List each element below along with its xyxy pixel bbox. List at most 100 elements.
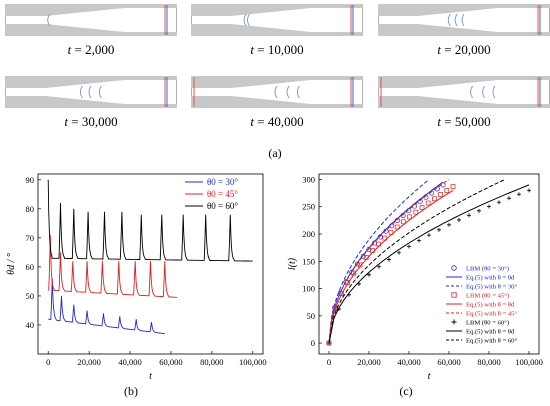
lbm-point <box>419 205 425 210</box>
series-line <box>48 234 178 298</box>
panel-a-label: (a) <box>268 146 282 160</box>
legend-swatch <box>451 319 457 325</box>
legend-swatch <box>451 292 457 298</box>
lbm-point <box>497 200 501 205</box>
legend-entry: LBM (θ0 = 60°) <box>466 320 509 327</box>
lbm-point <box>427 233 431 238</box>
channel-snapshot <box>378 4 550 36</box>
wall-bottom <box>191 96 363 108</box>
snapshot-caption: t = 20,000 <box>378 42 550 58</box>
x-tick-label: 20,000 <box>357 357 380 367</box>
time-value: = 50,000 <box>441 114 491 129</box>
y-tick-label: 50 <box>307 311 316 321</box>
y-tick-label: 90 <box>26 175 35 185</box>
lbm-point <box>467 213 471 218</box>
lbm-point <box>477 208 481 213</box>
lbm-point <box>377 264 381 269</box>
lbm-point <box>417 238 421 243</box>
time-symbol: t <box>67 42 72 57</box>
y-axis-label: l(t) <box>287 257 298 270</box>
wall-top <box>191 4 363 16</box>
x-tick-label: 80,000 <box>477 357 500 367</box>
wall-bottom <box>378 24 550 36</box>
time-value: = 2,000 <box>71 42 115 57</box>
lbm-point <box>437 227 441 232</box>
y-tick-label: 60 <box>26 262 35 272</box>
lbm-point <box>387 257 391 262</box>
lbm-point <box>438 192 443 197</box>
meniscus <box>80 85 83 99</box>
legend-entry: LBM (θ0 = 30°) <box>466 266 509 273</box>
wall-top <box>5 4 177 16</box>
meniscus <box>482 85 485 99</box>
lbm-point <box>401 219 406 225</box>
plot-frame <box>318 173 540 355</box>
wall-bottom <box>378 96 550 108</box>
meniscus <box>274 85 278 99</box>
legend-entry: Eq.(5) with θ = 60° <box>466 338 517 345</box>
channel-snapshot <box>191 4 363 36</box>
y-tick-label: 80 <box>26 204 35 214</box>
meniscus <box>447 13 451 27</box>
wall-top <box>378 76 550 88</box>
y-tick-label: 250 <box>302 202 315 212</box>
meniscus <box>454 13 458 27</box>
channel-snapshot <box>5 76 177 108</box>
model-curve <box>328 181 444 344</box>
x-tick-label: 60,000 <box>159 357 182 367</box>
model-curve <box>328 189 454 344</box>
x-tick-label: 80,000 <box>200 357 223 367</box>
y-tick-label: 0 <box>311 338 315 348</box>
lbm-point <box>444 188 450 193</box>
meniscus <box>461 13 465 27</box>
legend-entry: Eq.(5) with θ = 30° <box>466 284 517 291</box>
legend-entry: θ0 = 30° <box>207 177 238 187</box>
legend-entry: Eq.(5) with θ = θd <box>466 275 515 282</box>
lbm-point <box>343 279 349 285</box>
x-axis-label: t <box>149 371 152 382</box>
x-tick-label: 0 <box>327 357 331 367</box>
x-tick-label: 40,000 <box>397 357 420 367</box>
legend-entry: Eq.(5) with θ = 45° <box>466 311 517 318</box>
x-tick-label: 20,000 <box>77 357 100 367</box>
lbm-point <box>517 192 521 197</box>
meniscus <box>243 13 247 27</box>
x-tick-label: 100,000 <box>239 357 267 367</box>
x-tick-label: 100,000 <box>515 357 543 367</box>
lbm-point <box>397 250 401 255</box>
lbm-point <box>527 188 531 193</box>
x-axis-label: t <box>428 371 431 382</box>
snapshot-caption: t = 10,000 <box>191 42 363 58</box>
wall-bottom <box>5 24 177 36</box>
wall-top <box>191 76 363 88</box>
y-tick-label: 50 <box>26 291 35 301</box>
lbm-point <box>413 209 419 215</box>
y-tick-label: 70 <box>26 233 35 243</box>
y-tick-label: 100 <box>302 284 315 294</box>
y-tick-label: 200 <box>302 229 315 239</box>
lbm-point <box>407 214 412 220</box>
snapshot-caption: t = 2,000 <box>5 42 177 58</box>
snapshot-caption: t = 40,000 <box>191 114 363 130</box>
panel-c-label: (c) <box>399 384 413 398</box>
contact-angle-chart: 0 20,000 40,000 60,000 80,000 100,000 40 50 60 70… <box>6 173 267 382</box>
time-value: = 20,000 <box>441 42 491 57</box>
lbm-point <box>507 196 511 201</box>
time-value: = 40,000 <box>254 114 304 129</box>
y-tick-label: 150 <box>302 256 315 266</box>
x-tick-label: 60,000 <box>437 357 460 367</box>
lbm-point <box>457 217 461 222</box>
model-curve <box>328 179 506 344</box>
lbm-point <box>407 244 411 249</box>
lbm-point <box>367 272 371 277</box>
meniscus <box>286 85 290 99</box>
series-line <box>47 179 253 262</box>
x-tick-label: 40,000 <box>118 357 141 367</box>
x-tick-label: 0 <box>46 357 50 367</box>
lbm-point <box>450 184 456 189</box>
legend-swatch <box>451 265 457 271</box>
snapshot-caption: t = 30,000 <box>5 114 177 130</box>
y-axis-label: θd / ° <box>6 253 17 275</box>
legend-entry: Eq.(5) with θ = θd <box>466 302 515 309</box>
time-symbol: t <box>437 114 442 129</box>
